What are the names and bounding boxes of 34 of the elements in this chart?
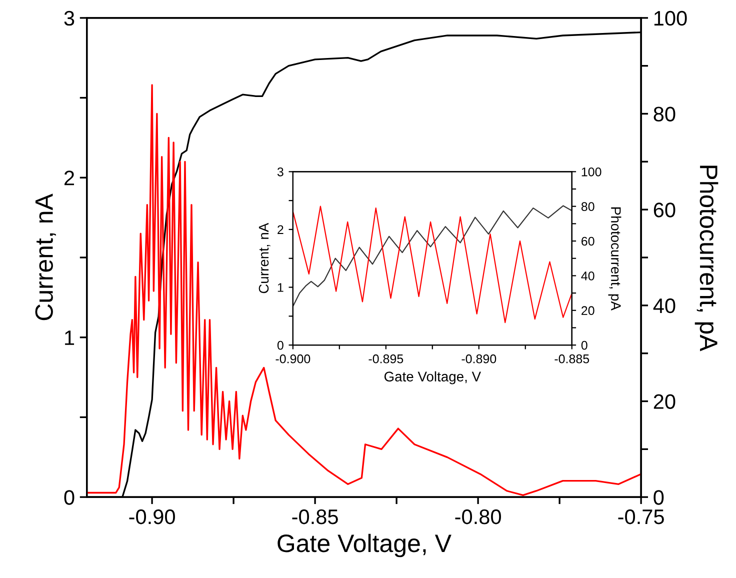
- y2-tick-label: 100: [654, 10, 687, 26]
- y-tick-label: 1: [65, 330, 74, 345]
- y-tick-label: 0: [277, 340, 284, 350]
- y2-tick-label: 60: [582, 236, 594, 246]
- y2-tick-label: 20: [654, 394, 676, 409]
- y-tick-label: 2: [64, 170, 74, 186]
- y-axis-title: Current, nA: [258, 222, 270, 294]
- y2-tick-label: 0: [581, 340, 588, 350]
- y2-tick-label: 0: [654, 490, 664, 505]
- y-axis-title: Current, nA: [35, 194, 56, 320]
- y-tick-label: 3: [277, 167, 284, 176]
- x-tick-label: -0.85: [292, 509, 338, 524]
- y2-tick-label: 100: [582, 167, 602, 176]
- y2-tick-label: 80: [581, 202, 594, 211]
- x-tick-label: -0.885: [554, 354, 590, 364]
- y-tick-label: 2: [278, 225, 284, 234]
- x-tick-label: -0.80: [455, 509, 501, 524]
- y-tick-label: 1: [278, 283, 284, 292]
- x-axis-title: Gate Voltage, V: [278, 534, 452, 558]
- x-tick-label: -0.895: [368, 354, 404, 364]
- y2-tick-label: 60: [654, 202, 676, 218]
- x-tick-label: -0.890: [462, 354, 496, 364]
- x-axis-title: Gate Voltage, V: [384, 371, 481, 384]
- y-tick-label: 0: [64, 490, 74, 505]
- y-tick-label: 3: [64, 10, 74, 26]
- y2-tick-label: 20: [582, 306, 594, 316]
- y2-tick-label: 40: [653, 298, 676, 314]
- x-tick-label: -0.900: [276, 354, 310, 364]
- x-tick-label: -0.75: [618, 509, 664, 524]
- x-tick-label: -0.90: [129, 509, 175, 524]
- y2-axis-title: Photocurrent, pA: [608, 207, 622, 310]
- y2-axis-title: Photocurrent, pA: [694, 166, 718, 352]
- y2-tick-label: 40: [581, 272, 594, 280]
- y2-tick-label: 80: [654, 106, 676, 122]
